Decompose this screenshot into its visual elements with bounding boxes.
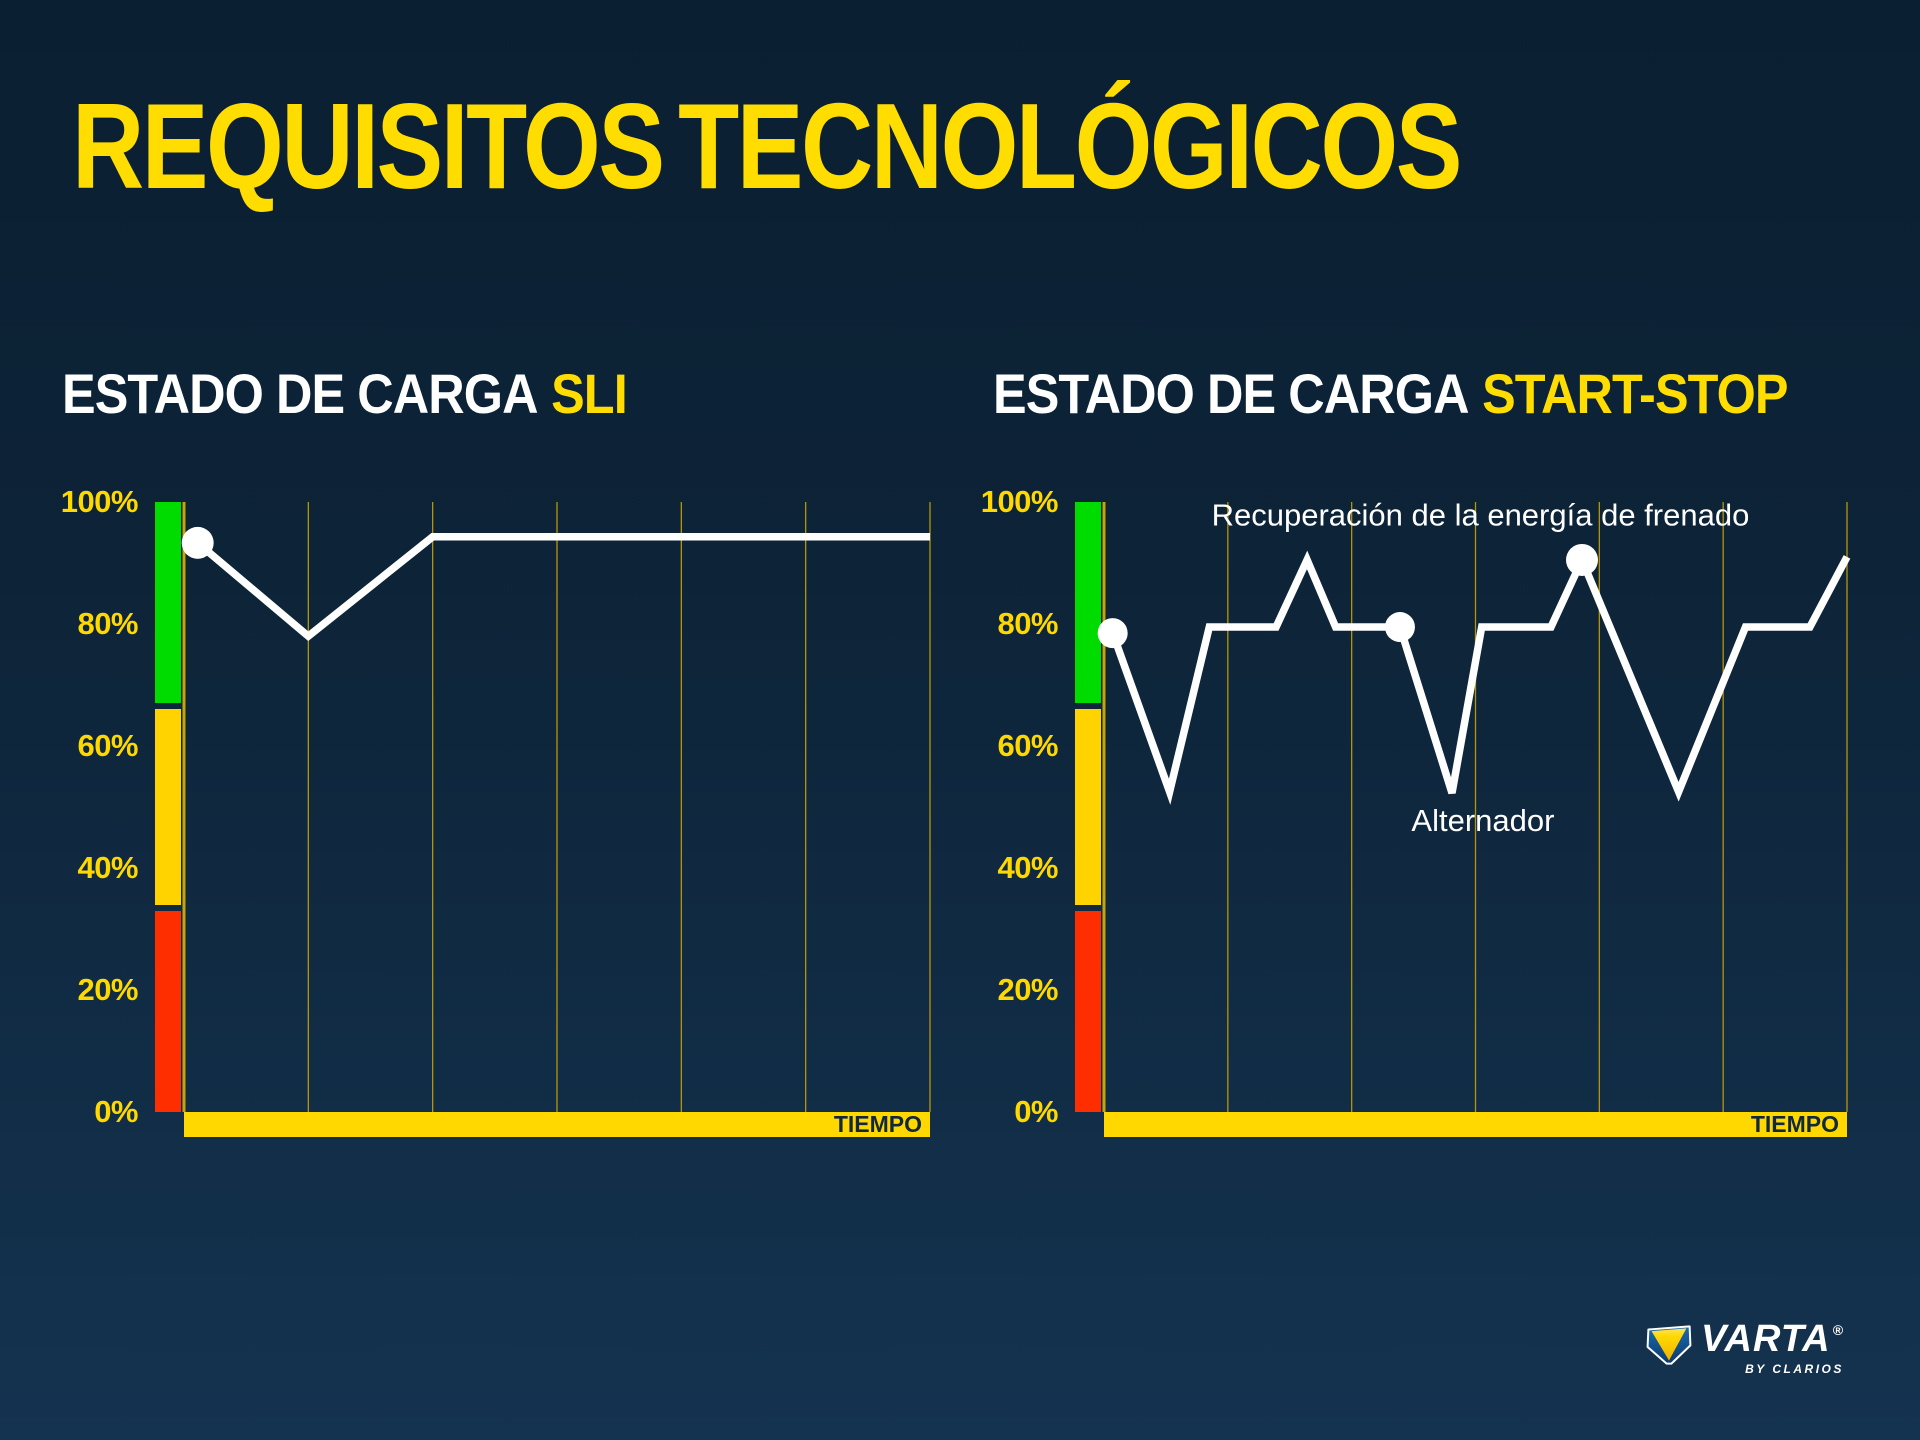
varta-logo: VARTA ® BY CLARIOS [1645,1320,1844,1376]
soc-zone-red [155,910,181,1112]
y-tick-label: 100% [980,484,1059,519]
varta-name: VARTA ® [1701,1318,1844,1360]
main-title: REQUISITOS TECNOLÓGICOS [72,78,1462,214]
soc-marker [181,526,214,559]
x-axis-bar: TIEMPO [1104,1112,1847,1137]
y-tick-label: 80% [997,606,1058,641]
y-tick-label: 60% [77,728,138,763]
x-axis-label: TIEMPO [833,1111,922,1137]
y-tick-label: 0% [94,1094,138,1129]
y-tick-label: 0% [1014,1094,1058,1129]
soc-marker [1097,618,1128,649]
soc-zone-green [155,502,181,704]
annotation-label: Recuperación de la energía de frenado [1212,497,1750,532]
chart-title-accent: SLI [551,362,628,425]
varta-wordmark: VARTA ® BY CLARIOS [1701,1320,1844,1376]
soc-zone-yellow [155,709,181,905]
varta-cube-icon [1646,1325,1692,1365]
soc-marker [1384,612,1415,643]
y-tick-label: 20% [77,972,138,1007]
y-tick-label: 100% [60,484,139,519]
annotation-label: Alternador [1411,803,1554,838]
varta-tagline: BY CLARIOS [1745,1362,1844,1376]
soc-zone-red [1075,910,1101,1112]
chart-plot-svg: Recuperación de la energía de frenado Alt… [1097,497,1851,1112]
chart-title-white: ESTADO DE CARGA [993,362,1469,425]
chart-title-start-stop: ESTADO DE CARGA START-STOP [993,366,1789,422]
x-axis-bar: TIEMPO [184,1112,930,1137]
y-tick-label: 40% [77,850,138,885]
chart-plot-svg [181,502,931,1112]
soc-line [1109,550,1851,805]
x-axis-label: TIEMPO [1750,1111,1839,1137]
chart-title-sli: ESTADO DE CARGA SLI [62,366,628,422]
soc-zone-yellow [1075,709,1101,905]
soc-zone-green [1075,502,1101,704]
y-tick-label: 40% [997,850,1058,885]
chart-title-accent: START-STOP [1482,362,1788,425]
soc-marker [1565,543,1598,576]
y-tick-label: 60% [997,728,1058,763]
y-tick-label: 80% [77,606,138,641]
soc-line [195,533,930,642]
chart-title-white: ESTADO DE CARGA [62,362,538,425]
registered-mark: ® [1832,1322,1844,1338]
y-tick-label: 20% [997,972,1058,1007]
